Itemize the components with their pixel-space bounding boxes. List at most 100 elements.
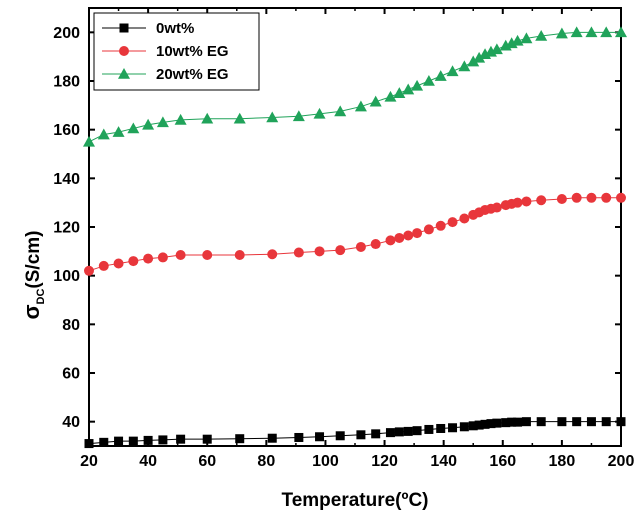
data-point <box>267 433 277 443</box>
data-point <box>536 417 546 427</box>
series-triangle <box>83 26 627 147</box>
data-point <box>572 417 582 427</box>
x-tick-label: 180 <box>549 453 576 470</box>
data-point <box>176 434 186 444</box>
data-point <box>98 260 109 271</box>
data-point <box>119 23 129 33</box>
data-point <box>118 68 130 79</box>
data-point <box>459 213 470 224</box>
data-point <box>335 431 345 441</box>
data-point <box>127 122 140 134</box>
x-tick-label: 60 <box>198 453 216 470</box>
data-point <box>294 432 304 442</box>
data-point <box>403 230 414 241</box>
y-tick-label: 140 <box>53 171 80 188</box>
data-point <box>491 202 502 213</box>
data-point <box>458 60 471 72</box>
axis-ticks: 20 40 60 80 100 120 140 160 180 200 40 60 80 100 120 14… <box>53 8 634 470</box>
series-line <box>88 197 621 272</box>
x-tick-label: 80 <box>257 453 275 470</box>
data-point <box>492 418 502 428</box>
y-axis-title-symbol: σ <box>19 304 44 319</box>
data-point <box>84 439 94 449</box>
data-point <box>468 421 478 431</box>
data-point <box>112 126 125 137</box>
data-point <box>446 65 459 77</box>
data-point <box>412 228 423 239</box>
data-point <box>143 253 154 264</box>
data-point <box>371 429 381 439</box>
data-point <box>480 419 490 429</box>
legend-item: 20wt% EG <box>102 66 229 83</box>
data-point <box>600 26 613 38</box>
legend-item: 10wt% EG <box>102 43 229 60</box>
series-square <box>84 417 626 449</box>
data-point <box>157 252 168 263</box>
data-point <box>512 197 523 208</box>
x-axis-title: Temperature(ºC) <box>282 490 429 511</box>
data-point <box>436 423 446 433</box>
data-point <box>119 46 129 56</box>
data-point <box>385 428 395 438</box>
series-group <box>83 26 627 449</box>
x-tick-label: 20 <box>80 453 98 470</box>
data-point <box>435 220 446 231</box>
y-tick-label: 180 <box>53 74 80 91</box>
y-axis-title: σDC(S/cm) <box>19 230 47 319</box>
data-point <box>616 192 626 203</box>
data-point <box>473 51 486 63</box>
data-point <box>616 417 626 427</box>
data-point <box>334 105 347 117</box>
data-point <box>513 417 523 427</box>
data-point <box>266 111 279 123</box>
data-point <box>521 417 531 427</box>
legend-item: 0wt% <box>102 20 194 37</box>
data-point <box>175 249 186 260</box>
data-point <box>335 245 346 256</box>
x-tick-label: 140 <box>430 453 457 470</box>
data-point <box>585 26 598 38</box>
data-point <box>393 87 406 98</box>
data-point <box>474 420 484 430</box>
data-point <box>394 232 405 243</box>
data-point <box>315 432 325 442</box>
data-point <box>601 192 612 203</box>
data-point <box>434 70 447 81</box>
data-point <box>128 256 139 267</box>
data-point <box>571 192 582 203</box>
data-point <box>142 118 155 130</box>
y-tick-label: 200 <box>53 25 80 42</box>
data-point <box>113 258 124 269</box>
data-point <box>370 239 381 250</box>
legend: 0wt% 10wt% EG 20wt% EG <box>93 12 260 91</box>
data-point <box>97 128 110 140</box>
data-point <box>586 417 596 427</box>
y-axis-title-subscript: DC <box>35 289 47 305</box>
data-point <box>385 235 396 246</box>
data-point <box>557 417 567 427</box>
data-point <box>424 424 434 434</box>
y-tick-label: 100 <box>53 268 80 285</box>
data-point <box>536 195 547 206</box>
data-point <box>354 100 367 112</box>
data-point <box>535 29 548 41</box>
data-point <box>467 55 480 67</box>
series-circle <box>84 192 626 276</box>
x-tick-label: 40 <box>139 453 157 470</box>
data-point <box>267 249 278 260</box>
data-point <box>511 34 524 46</box>
y-tick-label: 40 <box>62 414 80 431</box>
data-point <box>156 116 169 128</box>
y-tick-label: 60 <box>62 366 80 383</box>
x-tick-label: 100 <box>312 453 339 470</box>
data-point <box>411 79 424 91</box>
y-axis-title-unit: (S/cm) <box>23 230 44 288</box>
data-point <box>412 426 422 436</box>
data-point <box>235 434 245 444</box>
data-point <box>520 32 533 44</box>
data-point <box>394 427 404 437</box>
legend-label: 10wt% EG <box>156 43 229 60</box>
y-tick-label: 80 <box>62 317 80 334</box>
data-point <box>570 26 583 38</box>
